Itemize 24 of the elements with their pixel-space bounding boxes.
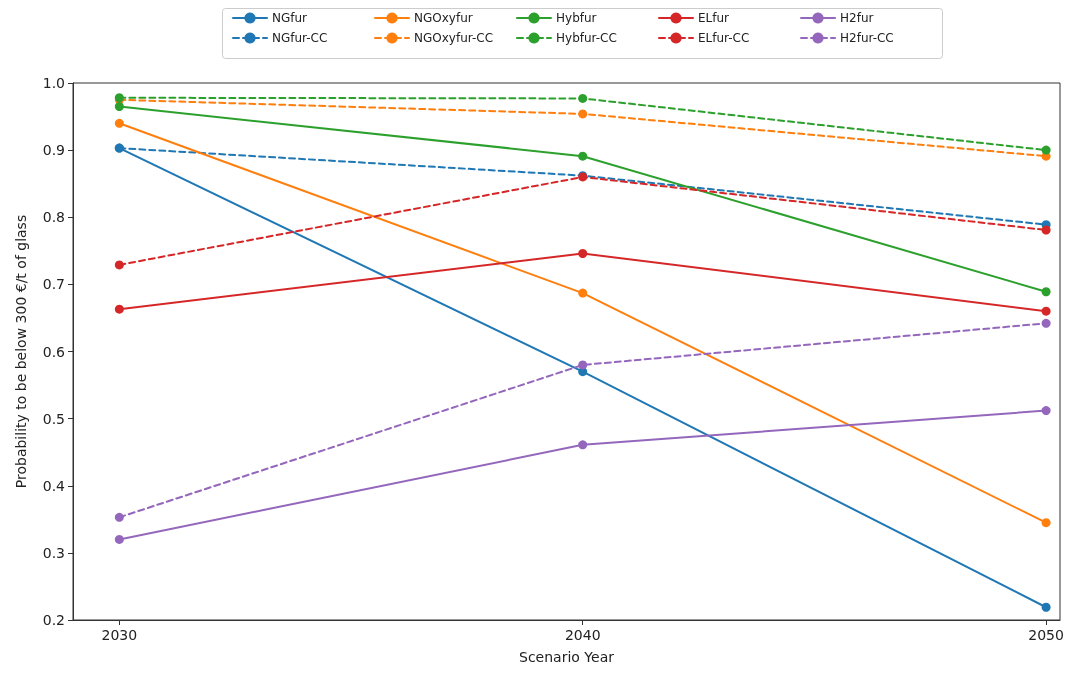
y-tick-label: 0.2 bbox=[42, 612, 65, 628]
y-tick-label: 0.6 bbox=[42, 343, 66, 360]
y-tick-label: 0.7 bbox=[42, 276, 65, 293]
legend-label: Hybfur-CC bbox=[556, 31, 617, 45]
legend-label: NGfur bbox=[272, 11, 308, 25]
x-axis-title: Scenario Year bbox=[519, 649, 615, 665]
x-tick-label: 2030 bbox=[101, 627, 138, 643]
legend-label: NGfur-CC bbox=[272, 31, 328, 45]
legend-label: ELfur-CC bbox=[698, 31, 750, 45]
y-tick-label: 0.9 bbox=[42, 142, 65, 159]
legend-label: NGOxyfur-CC bbox=[414, 31, 494, 45]
y-tick-label: 1.0 bbox=[42, 75, 65, 91]
x-tick-label: 2050 bbox=[1028, 627, 1064, 643]
x-tick-label: 2040 bbox=[564, 627, 601, 643]
legend-label: NGOxyfur bbox=[414, 11, 473, 25]
legend-label: H2fur-CC bbox=[840, 31, 894, 45]
y-tick-label: 0.3 bbox=[42, 544, 65, 561]
y-axis-title: Probability to be below 300 €/t of glass bbox=[13, 214, 29, 489]
y-tick-label: 0.5 bbox=[42, 410, 65, 427]
y-tick-label: 0.4 bbox=[42, 477, 66, 494]
legend-label: H2fur bbox=[840, 11, 874, 25]
legend-label: ELfur bbox=[698, 11, 730, 25]
y-tick-label: 0.8 bbox=[42, 209, 65, 226]
legend-label: Hybfur bbox=[556, 11, 597, 25]
